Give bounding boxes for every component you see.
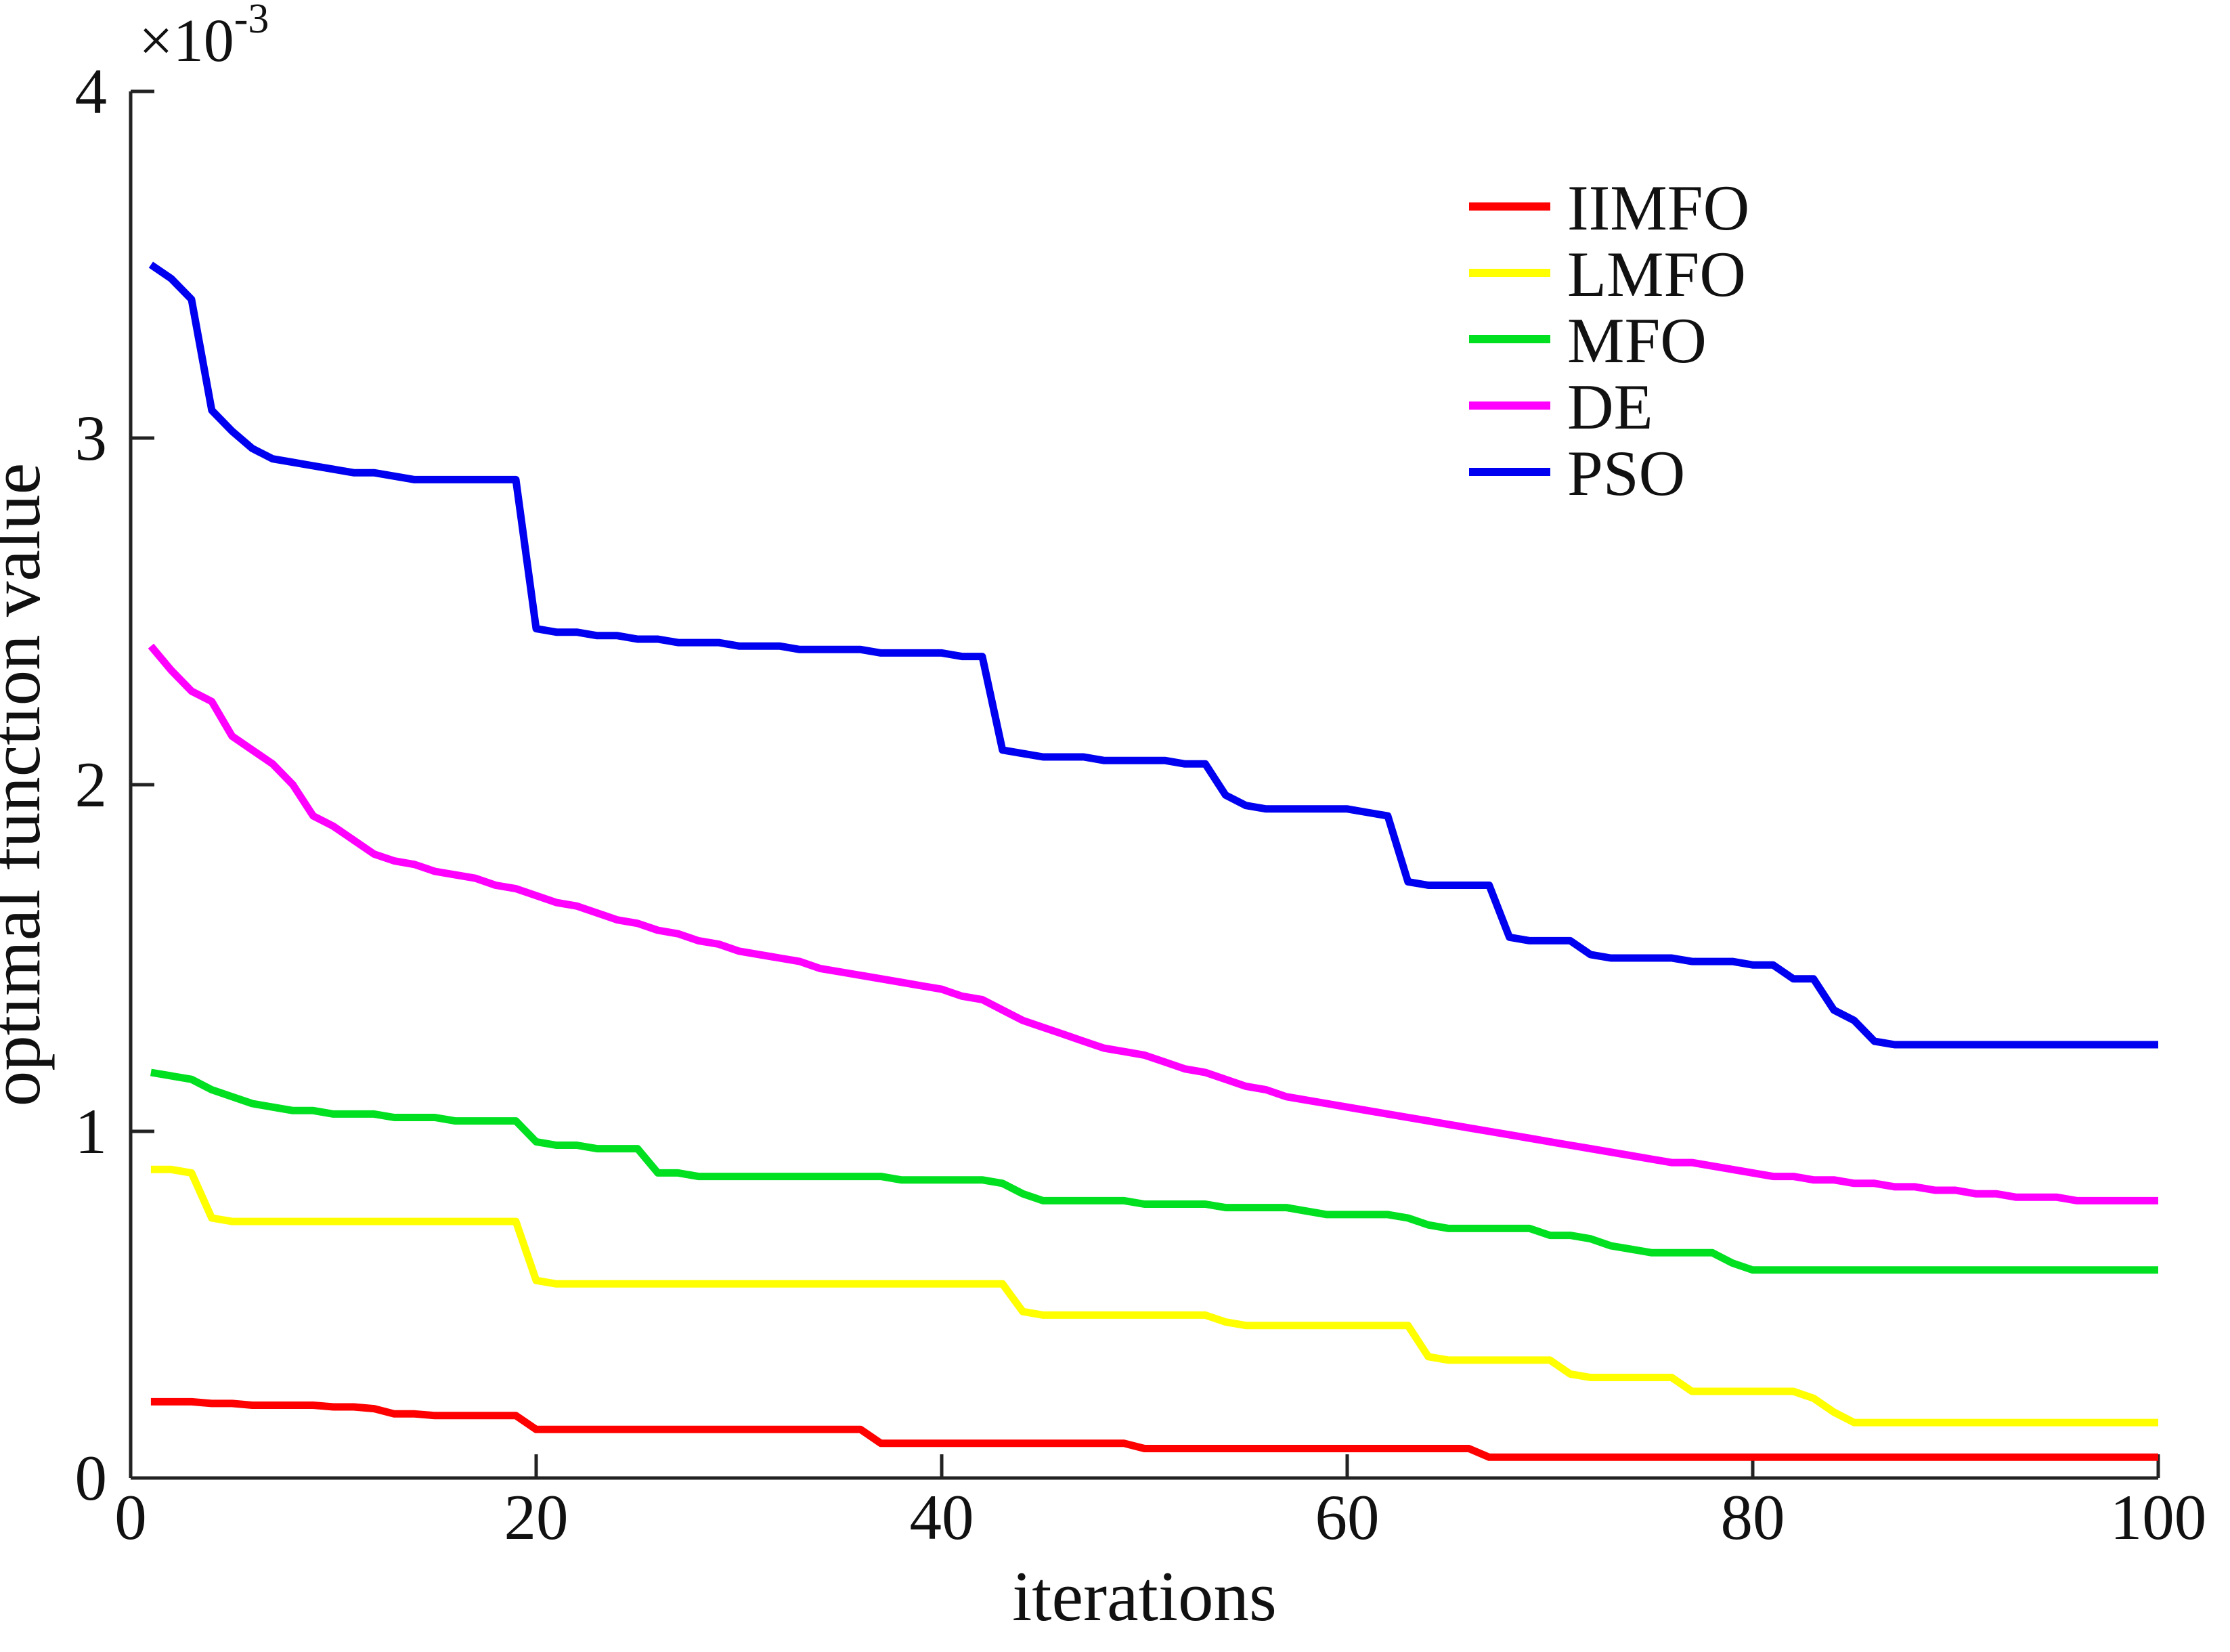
y-tick-label: 3: [75, 402, 108, 474]
y-tick-label: 0: [75, 1442, 108, 1514]
legend-label-MFO: MFO: [1567, 305, 1707, 376]
legend-label-IIMFO: IIMFO: [1567, 172, 1749, 244]
y-tick-label: 2: [75, 749, 108, 821]
x-tick-label: 20: [504, 1481, 569, 1553]
legend-label-LMFO: LMFO: [1567, 238, 1746, 310]
x-tick-label: 100: [2110, 1481, 2207, 1553]
legend-label-DE: DE: [1567, 371, 1653, 443]
series-line-LMFO: [150, 1165, 2158, 1427]
series-line-PSO: [148, 261, 2158, 1049]
y-axis-multiplier: ×10-3: [139, 0, 269, 74]
y-tick-label: 1: [75, 1095, 108, 1167]
x-tick-label: 0: [114, 1481, 147, 1553]
x-axis-label: iterations: [1012, 1557, 1277, 1636]
legend-label-PSO: PSO: [1567, 437, 1685, 509]
series-line-MFO: [150, 1068, 2158, 1274]
x-tick-label: 80: [1721, 1481, 1785, 1553]
series-line-DE: [148, 643, 2158, 1204]
x-tick-label: 60: [1315, 1481, 1380, 1553]
x-tick-label: 40: [910, 1481, 974, 1553]
series-line-IIMFO: [150, 1397, 2158, 1461]
y-tick-label: 4: [75, 56, 108, 127]
y-axis-label: optimal function value: [0, 463, 55, 1107]
